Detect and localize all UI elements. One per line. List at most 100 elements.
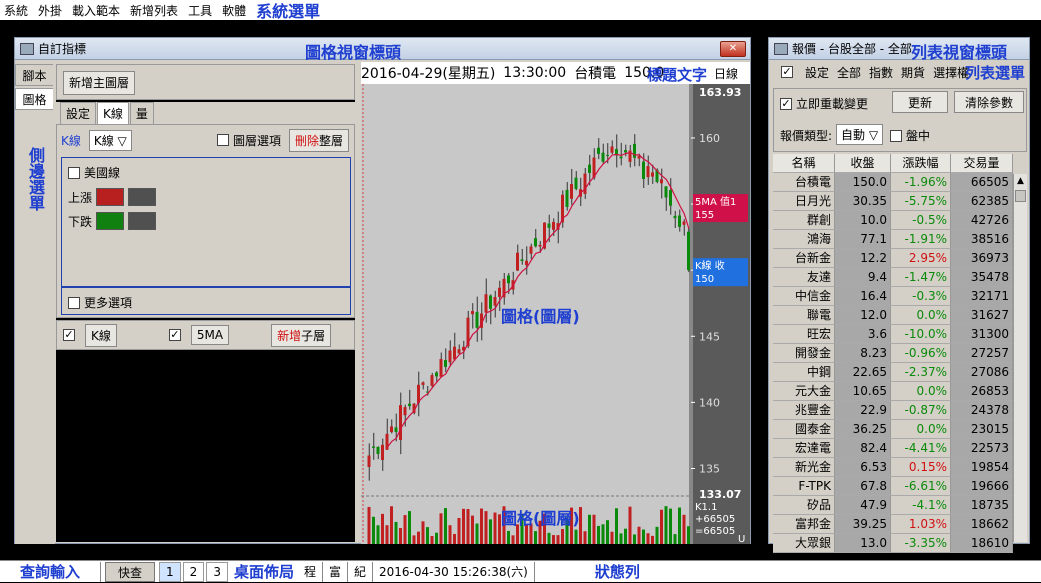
menu-item-3[interactable]: 新增列表 (130, 3, 179, 18)
delete-layer-button[interactable]: 刪除整層 (288, 128, 349, 152)
table-row[interactable]: 大眾銀 13.0 -3.35% 18610 (773, 534, 1013, 553)
chart-area[interactable]: 2016-04-29(星期五) 13:30:00 台積電 150.0 標題文字 … (361, 62, 750, 544)
column-close[interactable]: 收盤 (835, 154, 891, 173)
volume-bar (579, 507, 582, 544)
kline-type-select[interactable]: K線 ▽ (88, 129, 132, 151)
layout-page-2[interactable]: 2 (182, 561, 205, 582)
list-menu-futures[interactable]: 期貨 (901, 65, 926, 80)
more-options-checkbox[interactable]: 更多選項 (68, 294, 132, 311)
table-row[interactable]: 兆豐金 22.9 -0.87% 24378 (773, 401, 1013, 420)
menu-item-4[interactable]: 工具 (188, 3, 213, 18)
menu-item-2[interactable]: 載入範本 (72, 3, 121, 18)
rise-border-swatch[interactable] (128, 188, 157, 206)
volume-bar (403, 515, 407, 544)
chart-window-titlebar[interactable]: 自訂指標 圖格視窗標頭 ✕ (15, 38, 750, 62)
menu-item-0[interactable]: 系統 (4, 3, 29, 18)
volume-bar (583, 531, 587, 544)
quote-window-titlebar[interactable]: 報價 - 台股全部 - 全部 列表視窗標頭 (769, 38, 1029, 62)
table-row[interactable]: 開發金 8.23 -0.96% 27257 (773, 344, 1013, 363)
table-cell: 27257 (951, 344, 1013, 363)
layout-char-2[interactable]: 富 (323, 561, 348, 582)
rise-color-swatch[interactable] (96, 188, 125, 206)
intraday-checkbox[interactable]: 盤中 (890, 127, 930, 144)
kline-sublayer-checkbox[interactable] (63, 329, 75, 341)
table-row[interactable]: 聯電 12.0 0.0% 31627 (773, 306, 1013, 325)
table-row[interactable]: 矽品 47.9 -4.1% 18735 (773, 496, 1013, 515)
fall-color-swatch[interactable] (96, 212, 125, 230)
list-menu-options[interactable]: 選擇權 (933, 65, 970, 80)
chevron-up-icon[interactable]: ▲ (1017, 176, 1024, 186)
status-datetime: 2016-04-30 15:26:38(六) (373, 561, 535, 582)
table-cell: 18610 (951, 534, 1013, 553)
layout-page-3[interactable]: 3 (206, 561, 228, 582)
add-main-layer-button[interactable]: 新增主圖層 (63, 71, 136, 95)
quote-type-select[interactable]: 自動 ▽ (836, 124, 884, 145)
table-cell: 18735 (951, 496, 1013, 515)
table-cell: -0.96% (891, 344, 951, 363)
table-row[interactable]: 鴻海 77.1 -1.91% 38516 (773, 230, 1013, 249)
table-cell: 32171 (951, 287, 1013, 306)
tab-settings[interactable]: 設定 (60, 102, 97, 124)
column-volume[interactable]: 交易量 (951, 154, 1013, 173)
scroll-thumb[interactable] (1015, 190, 1026, 202)
list-menu-index[interactable]: 指數 (869, 65, 894, 80)
quote-scrollbar[interactable]: ▲ (1013, 174, 1027, 542)
side-tab-chart[interactable]: 圖格 (15, 88, 53, 110)
kline-sublayer-button[interactable]: K線 (85, 323, 117, 347)
layer-options-checkbox[interactable]: 圖層選項 (216, 132, 281, 149)
table-cell: 10.0 (835, 211, 891, 230)
close-icon[interactable]: ✕ (720, 41, 746, 57)
table-row[interactable]: 台積電 150.0 -1.96% 66505 (773, 173, 1013, 192)
table-cell: 31300 (951, 325, 1013, 344)
table-row[interactable]: 友達 9.4 -1.47% 35478 (773, 268, 1013, 287)
column-change[interactable]: 漲跌幅 (891, 154, 951, 173)
tab-kline[interactable]: K線 (97, 102, 129, 124)
table-row[interactable]: F-TPK 67.8 -6.61% 19666 (773, 477, 1013, 496)
kline-color-group: 美國線 上漲 下跌 (61, 157, 351, 287)
chart-background (361, 84, 750, 544)
table-cell: 12.2 (835, 249, 891, 268)
table-cell: 6.53 (835, 458, 891, 477)
table-row[interactable]: 富邦金 39.25 1.03% 18662 (773, 515, 1013, 534)
table-row[interactable]: 日月光 30.35 -5.75% 62385 (773, 192, 1013, 211)
layout-page-1[interactable]: 1 (159, 561, 181, 582)
volume-bar (615, 508, 618, 544)
column-name[interactable]: 名稱 (773, 154, 835, 173)
side-tab-script[interactable]: 腳本 (15, 64, 53, 86)
volume-bar (619, 533, 623, 544)
table-row[interactable]: 台新金 12.2 2.95% 36973 (773, 249, 1013, 268)
table-cell: 旺宏 (773, 325, 835, 344)
list-menu-all[interactable]: 全部 (837, 65, 862, 80)
ma-sublayer-button[interactable]: 5MA (190, 325, 230, 345)
tab-volume[interactable]: 量 (129, 102, 154, 124)
table-row[interactable]: 國泰金 36.25 0.0% 23015 (773, 420, 1013, 439)
table-row[interactable]: 中鋼 22.65 -2.37% 27086 (773, 363, 1013, 382)
reload-checkbox[interactable]: 立即重載變更 (780, 95, 868, 112)
settings-checkbox[interactable] (781, 66, 793, 78)
kline-label: K線 (61, 133, 81, 148)
table-row[interactable]: 旺宏 3.6 -10.0% 31300 (773, 325, 1013, 344)
candle-body (592, 157, 596, 178)
table-row[interactable]: 中信金 16.4 -0.3% 32171 (773, 287, 1013, 306)
layout-char-3[interactable]: 紀 (348, 561, 374, 582)
menu-item-5[interactable]: 軟體 (222, 3, 247, 18)
table-row[interactable]: 群創 10.0 -0.5% 42726 (773, 211, 1013, 230)
table-cell: 19854 (951, 458, 1013, 477)
table-row[interactable]: 元大金 10.65 0.0% 26853 (773, 382, 1013, 401)
us-line-checkbox[interactable]: 美國線 (68, 164, 120, 181)
add-sublayer-button[interactable]: 新增子層 (271, 323, 332, 347)
y-max-label: 163.93 (699, 86, 741, 99)
ma-sublayer-checkbox[interactable] (168, 329, 181, 341)
quick-query-button[interactable]: 快查 (105, 561, 156, 582)
candle-body (538, 244, 542, 247)
volume-bar (399, 528, 402, 544)
clear-params-button[interactable]: 清除參數 (954, 91, 1024, 113)
table-row[interactable]: 宏達電 82.4 -4.41% 22573 (773, 439, 1013, 458)
fall-border-swatch[interactable] (128, 212, 157, 230)
menu-item-1[interactable]: 外掛 (38, 3, 63, 18)
layout-char-1[interactable]: 程 (298, 561, 323, 582)
list-menu-settings[interactable]: 設定 (805, 65, 830, 80)
table-row[interactable]: 新光金 6.53 0.15% 19854 (773, 458, 1013, 477)
update-button[interactable]: 更新 (892, 91, 948, 113)
